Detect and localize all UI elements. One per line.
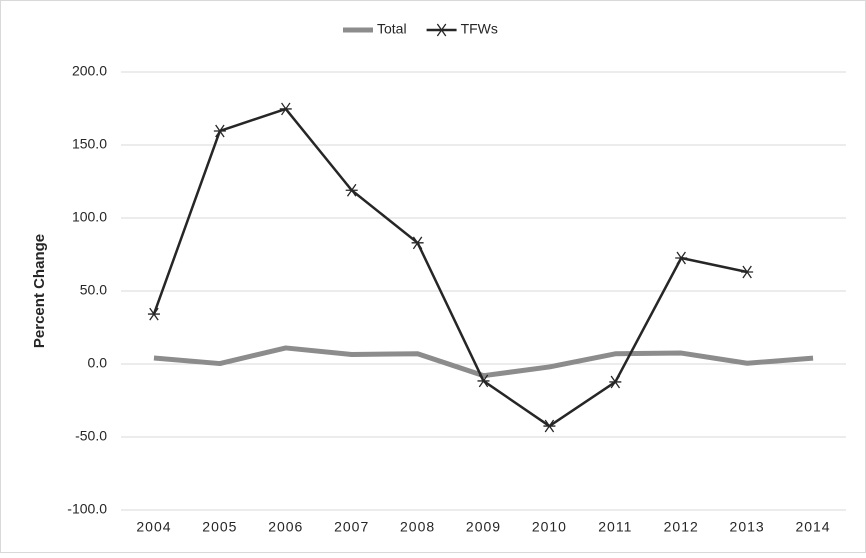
y-tick-label: -100.0 — [67, 501, 107, 517]
point-marker — [411, 236, 424, 250]
x-tick-label: 2004 — [136, 519, 171, 535]
x-tick-label: 2014 — [795, 519, 830, 535]
x-tick-label: 2012 — [664, 519, 699, 535]
x-tick-label: 2007 — [334, 519, 369, 535]
x-tick-label: 2010 — [532, 519, 567, 535]
point-marker — [741, 265, 754, 279]
x-tick-label: 2011 — [598, 519, 632, 535]
point-marker — [345, 183, 358, 197]
y-tick-label: 0.0 — [88, 355, 108, 371]
y-tick-label: 200.0 — [72, 63, 107, 79]
x-tick-label: 2006 — [268, 519, 303, 535]
point-marker — [147, 307, 160, 321]
legend-marker — [435, 23, 448, 37]
point-marker — [279, 102, 292, 116]
point-marker — [609, 375, 622, 389]
x-tick-label: 2008 — [400, 519, 435, 535]
y-tick-label: -50.0 — [75, 428, 107, 444]
point-marker — [675, 251, 688, 265]
legend-label: TFWs — [461, 21, 498, 37]
point-marker — [477, 374, 490, 388]
y-axis-title: Percent Change — [31, 234, 48, 348]
y-tick-label: 50.0 — [80, 282, 107, 298]
y-tick-label: 100.0 — [72, 209, 107, 225]
series-line — [153, 345, 814, 379]
y-tick-label: 150.0 — [72, 136, 107, 152]
x-tick-label: 2005 — [202, 519, 237, 535]
legend-label: Total — [377, 21, 407, 37]
x-tick-label: 2009 — [466, 519, 501, 535]
point-marker — [543, 419, 556, 433]
series-line — [152, 107, 748, 428]
x-tick-label: 2013 — [730, 519, 765, 535]
point-marker — [213, 124, 226, 138]
